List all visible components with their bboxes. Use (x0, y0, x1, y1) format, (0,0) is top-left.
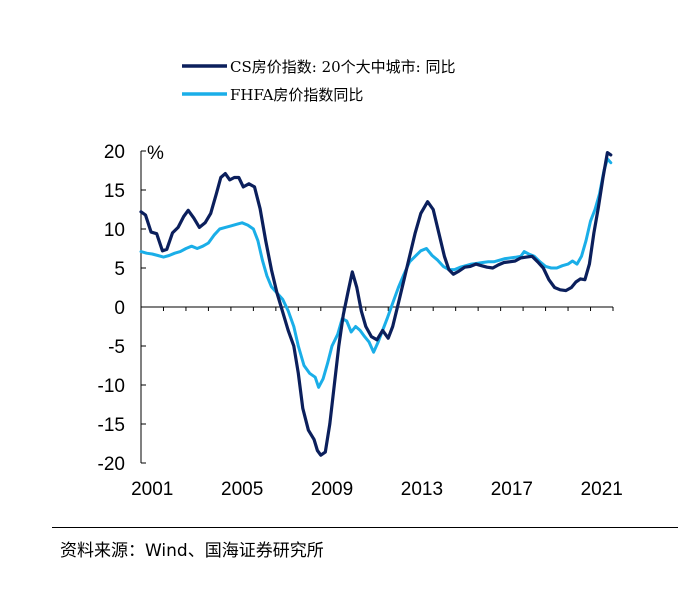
y-tick-label: 20 (104, 142, 125, 163)
source-note: 资料来源：Wind、国海证券研究所 (60, 541, 324, 561)
series-line-fhfa (139, 157, 613, 389)
x-tick-label: 2021 (581, 479, 623, 500)
x-tick-label: 2017 (491, 479, 533, 500)
y-tick-label: 5 (114, 259, 125, 280)
x-tick-label: 2005 (221, 479, 263, 500)
legend-label: CS房价指数: 20个大中城市: 同比 (230, 58, 456, 76)
y-tick-label: 15 (104, 181, 125, 202)
chart-legend: CS房价指数: 20个大中城市: 同比 FHFA房价指数同比 (182, 58, 456, 104)
y-tick-label: -20 (98, 454, 125, 475)
chart-lines (139, 151, 613, 457)
series-line-cs (139, 151, 613, 457)
legend-label: FHFA房价指数同比 (230, 86, 363, 104)
y-tick-label: -10 (98, 376, 125, 397)
x-tick-label: 2013 (401, 479, 443, 500)
y-tick-label: -5 (108, 337, 125, 358)
x-tick-label: 2001 (131, 479, 173, 500)
source-divider (52, 527, 678, 528)
x-tick-label: 2009 (311, 479, 353, 500)
y-tick-label: -15 (98, 415, 125, 436)
y-unit-label: % (147, 143, 164, 164)
chart-axes: 20 15 10 5 0 -5 -10 -15 -20% 2001 2005 2009 2013 2017… (98, 142, 623, 500)
y-tick-label: 0 (114, 298, 125, 319)
y-tick-label: 10 (104, 220, 125, 241)
